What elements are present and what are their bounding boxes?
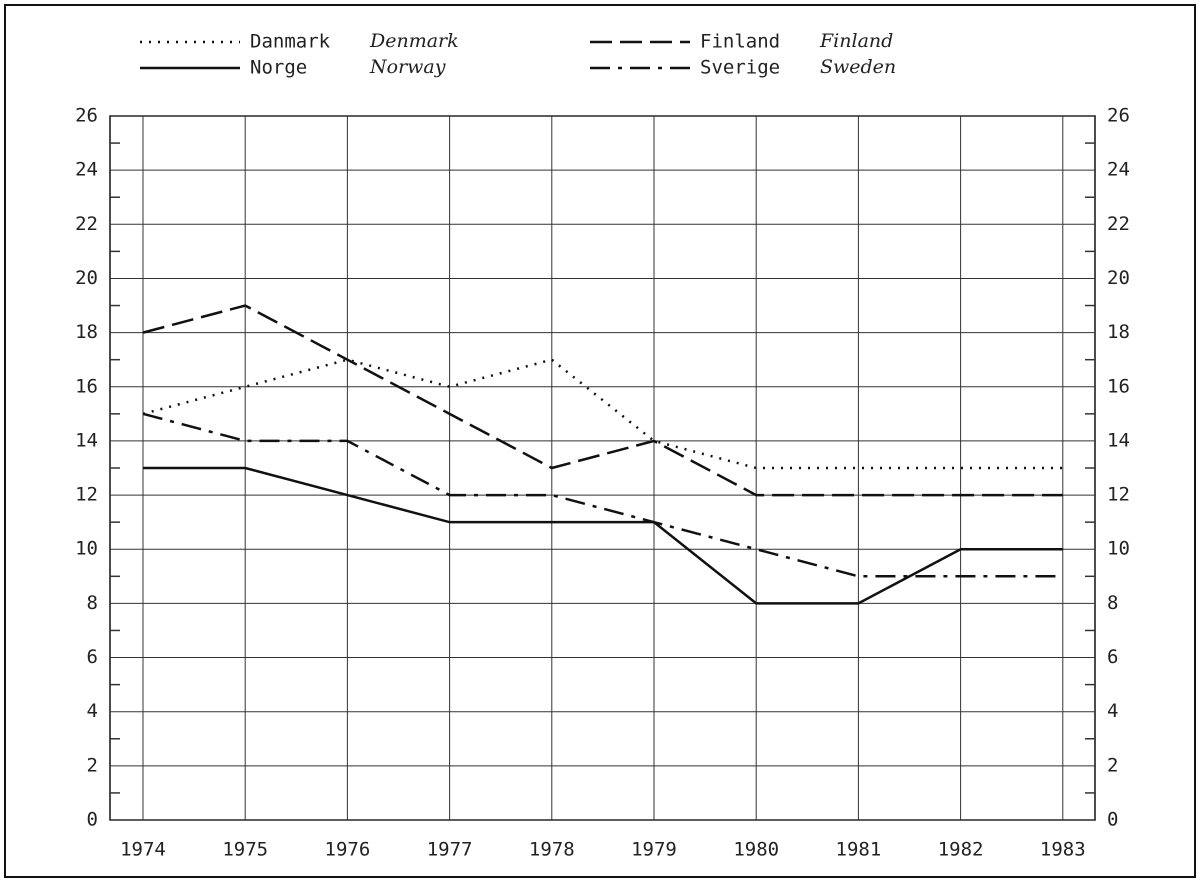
y2-tick-label: 26 bbox=[1107, 105, 1130, 127]
y2-tick-label: 18 bbox=[1107, 321, 1130, 343]
x-tick-label: 1983 bbox=[1040, 839, 1086, 861]
y2-tick-label: 22 bbox=[1107, 213, 1130, 235]
x-tick-label: 1974 bbox=[120, 839, 166, 861]
legend-label: Sverige bbox=[700, 57, 780, 79]
y-tick-label: 8 bbox=[87, 592, 98, 614]
legend-label-en: Norway bbox=[369, 56, 446, 78]
x-tick-label: 1978 bbox=[529, 839, 575, 861]
x-tick-label: 1975 bbox=[222, 839, 268, 861]
y2-tick-label: 24 bbox=[1107, 159, 1130, 181]
x-tick-label: 1977 bbox=[427, 839, 473, 861]
frame bbox=[4, 4, 1196, 878]
y-tick-label: 20 bbox=[75, 267, 98, 289]
y2-tick-label: 12 bbox=[1107, 484, 1130, 506]
y-tick-label: 14 bbox=[75, 429, 98, 451]
y2-tick-label: 16 bbox=[1107, 375, 1130, 397]
y-tick-label: 10 bbox=[75, 538, 98, 560]
x-tick-label: 1976 bbox=[325, 839, 371, 861]
x-tick-label: 1979 bbox=[631, 839, 677, 861]
x-tick-label: 1980 bbox=[733, 839, 779, 861]
y-tick-label: 12 bbox=[75, 484, 98, 506]
legend-label-en: Sweden bbox=[820, 56, 896, 78]
y2-tick-label: 4 bbox=[1107, 700, 1118, 722]
y-tick-label: 18 bbox=[75, 321, 98, 343]
y2-tick-label: 2 bbox=[1107, 754, 1118, 776]
y-tick-label: 22 bbox=[75, 213, 98, 235]
legend-label: Norge bbox=[250, 57, 307, 79]
series-line bbox=[143, 466, 1063, 605]
y-tick-label: 0 bbox=[87, 809, 98, 831]
legend-label-en: Finland bbox=[819, 30, 893, 52]
x-tick-label: 1981 bbox=[836, 839, 882, 861]
series-line bbox=[142, 358, 1063, 470]
y-tick-label: 24 bbox=[75, 159, 98, 181]
y-tick-label: 16 bbox=[75, 375, 98, 397]
plot-border bbox=[109, 115, 1096, 821]
x-tick-label: 1982 bbox=[938, 839, 984, 861]
y2-tick-label: 14 bbox=[1107, 429, 1130, 451]
y-tick-label: 6 bbox=[87, 646, 98, 668]
y2-tick-label: 20 bbox=[1107, 267, 1130, 289]
series-line bbox=[142, 304, 1063, 497]
legend-label-en: Denmark bbox=[369, 30, 459, 52]
y2-tick-label: 8 bbox=[1107, 592, 1118, 614]
y-tick-label: 26 bbox=[75, 105, 98, 127]
y2-tick-label: 0 bbox=[1107, 809, 1118, 831]
y2-tick-label: 10 bbox=[1107, 538, 1130, 560]
y-tick-label: 4 bbox=[87, 700, 98, 722]
y-tick-label: 2 bbox=[87, 754, 98, 776]
legend-label: Danmark bbox=[250, 31, 331, 53]
legend-label: Finland bbox=[700, 31, 780, 53]
y2-tick-label: 6 bbox=[1107, 646, 1118, 668]
